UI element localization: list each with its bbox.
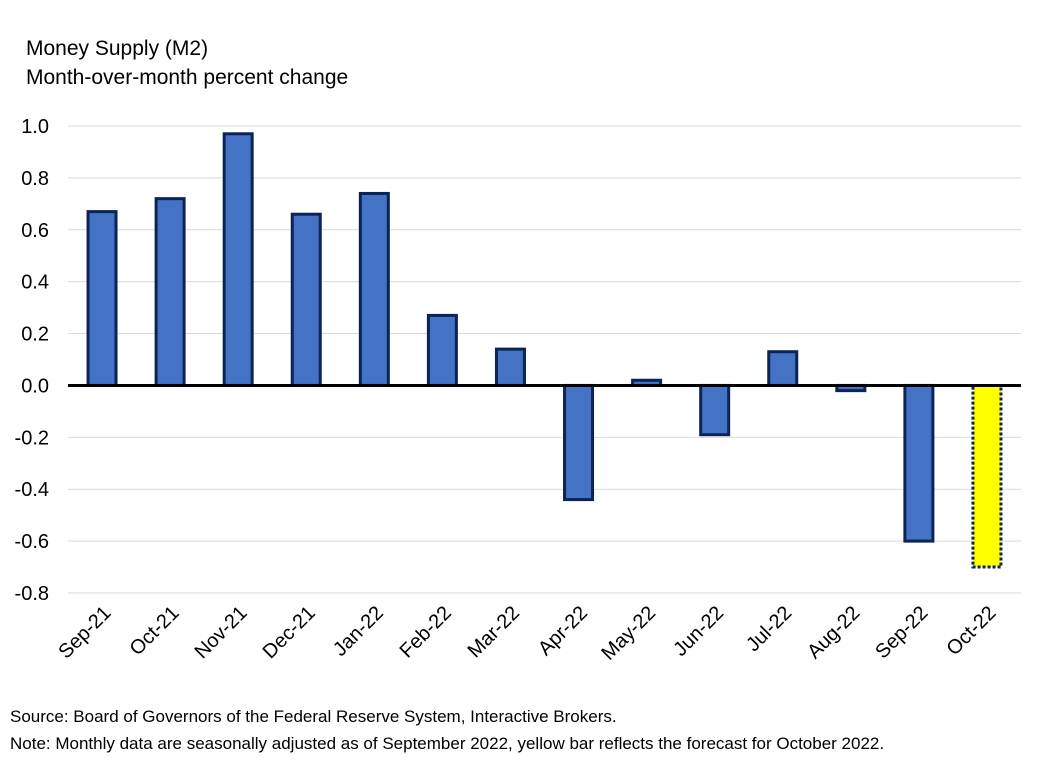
y-tick-label: -0.8 xyxy=(15,583,49,605)
x-tick-label: Sep-21 xyxy=(54,602,115,663)
x-tick-label: Feb-22 xyxy=(396,602,456,662)
x-tick-label: Jan-22 xyxy=(329,602,388,661)
x-tick-label: Jul-22 xyxy=(742,602,796,656)
gridlines xyxy=(68,125,1021,594)
x-tick-label: Jun-22 xyxy=(669,602,728,661)
bar xyxy=(86,210,118,387)
bar xyxy=(494,347,526,387)
y-tick-label: 0.2 xyxy=(21,324,49,346)
bar xyxy=(699,383,731,437)
x-tick-label: Apr-22 xyxy=(534,602,592,660)
x-tick-label: Oct-21 xyxy=(126,602,184,660)
y-tick-label: 0.4 xyxy=(21,272,49,294)
footnote: Note: Monthly data are seasonally adjust… xyxy=(10,734,885,753)
source-note: Source: Board of Governors of the Federa… xyxy=(10,707,617,726)
y-tick-label: -0.6 xyxy=(15,531,49,553)
y-tick-label: 0.0 xyxy=(21,375,49,397)
bar xyxy=(222,132,254,387)
x-tick-label: May-22 xyxy=(597,602,660,665)
y-tick-label: 0.6 xyxy=(21,220,49,242)
chart-subtitle: Month-over-month percent change xyxy=(26,66,349,89)
bar xyxy=(426,313,458,387)
bar xyxy=(358,191,390,387)
bars xyxy=(86,132,1003,569)
bar xyxy=(154,197,186,387)
bar xyxy=(563,383,595,502)
x-tick-label: Oct-22 xyxy=(942,602,1000,660)
x-tick-label: Sep-22 xyxy=(871,602,932,663)
y-tick-label: -0.2 xyxy=(15,427,49,449)
x-tick-label: Dec-21 xyxy=(259,602,320,663)
chart-title: Money Supply (M2) xyxy=(26,37,209,60)
x-tick-label: Mar-22 xyxy=(464,602,524,662)
x-tick-label: Nov-21 xyxy=(191,602,252,663)
y-tick-label: -0.4 xyxy=(15,479,49,501)
y-axis-ticks: 1.0 0.8 0.6 0.4 0.2 0.0 -0.2 -0.4 -0.6 -0.8 xyxy=(15,116,49,605)
forecast-bar xyxy=(971,383,1003,569)
bar xyxy=(290,212,322,387)
y-tick-label: 1.0 xyxy=(21,116,49,138)
x-axis-ticks: Sep-21 Oct-21 Nov-21 Dec-21 Jan-22 Feb-22 Mar-… xyxy=(54,602,1000,665)
bar xyxy=(903,383,935,543)
y-tick-label: 0.8 xyxy=(21,168,49,190)
x-tick-label: Aug-22 xyxy=(803,602,864,663)
bar xyxy=(767,350,799,387)
